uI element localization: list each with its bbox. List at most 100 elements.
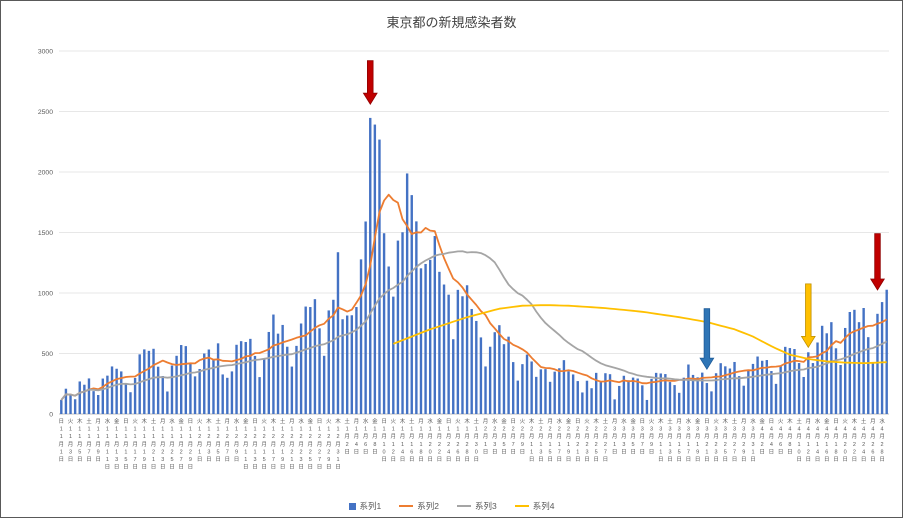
down-arrow-annotation xyxy=(699,308,715,370)
svg-text:3000: 3000 xyxy=(38,48,53,55)
arrow-annotations xyxy=(362,60,886,370)
svg-text:500: 500 xyxy=(42,351,54,358)
bars-series1 xyxy=(60,117,888,415)
line-series3 xyxy=(60,250,888,401)
svg-text:2000: 2000 xyxy=(38,169,53,176)
line-series4 xyxy=(392,304,887,365)
legend-item-series4[interactable]: 系列4 xyxy=(514,500,555,512)
legend-label-series1: 系列1 xyxy=(359,501,382,511)
legend-item-series2[interactable]: 系列2 xyxy=(399,500,439,512)
down-arrow-annotation xyxy=(800,283,816,349)
x-axis-labels: 日 1 1 月 1 日火 1 1 月 3 日木 1 1 月 5 日土 1 1 月 7 日月 1 1 月 9 日水 1 1 月 1 1 日金 1 1… xyxy=(59,417,886,471)
svg-text:1500: 1500 xyxy=(38,230,53,237)
svg-text:2500: 2500 xyxy=(38,109,53,116)
svg-text:0: 0 xyxy=(49,411,53,418)
down-arrow-annotation xyxy=(362,60,378,105)
legend-item-series1[interactable]: 系列1 xyxy=(348,500,382,512)
series4-line-swatch-icon xyxy=(514,505,529,507)
svg-text:1000: 1000 xyxy=(38,290,53,297)
chart-title: 東京都の新規感染者数 xyxy=(386,15,517,30)
line-series2 xyxy=(60,193,888,401)
legend-label-series4: 系列4 xyxy=(532,501,555,511)
series1-bar-swatch-icon xyxy=(348,502,356,510)
gridlines xyxy=(59,50,889,415)
legend-item-series3[interactable]: 系列3 xyxy=(457,500,497,512)
